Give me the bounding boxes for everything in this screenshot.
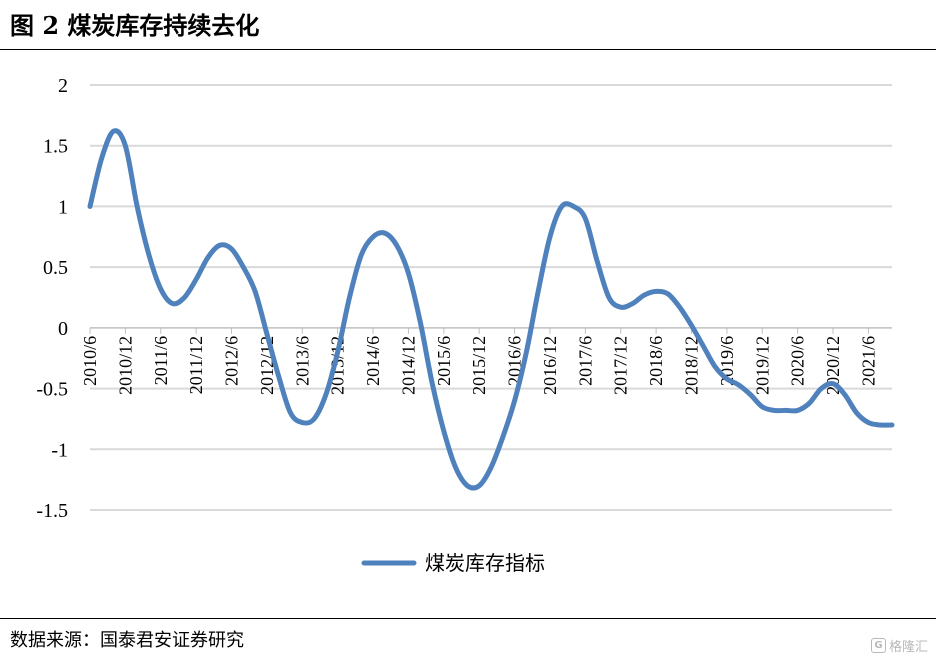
x-tick-label: 2010/6 [80,336,100,386]
y-tick-label: 1 [58,196,68,218]
watermark-logo-icon: G [870,638,886,653]
watermark: G 格隆汇 [870,636,928,655]
x-tick-label: 2020/6 [788,336,808,386]
y-tick-label: -0.5 [36,379,68,401]
x-tick-label: 2020/12 [823,336,843,395]
x-tick-label: 2019/12 [752,336,772,395]
x-tick-label: 2015/6 [434,336,454,386]
legend: 煤炭库存指标 [361,551,545,575]
x-tick-label: 2021/6 [858,336,878,386]
x-tick-label: 2014/12 [398,336,418,395]
x-tick-label: 2011/12 [186,336,206,394]
y-tick-label: -1.5 [36,500,68,522]
x-tick-label: 2017/12 [611,336,631,395]
bottom-rule [0,618,936,619]
y-tick-label: 0.5 [43,257,68,279]
x-tick-label: 2010/12 [115,336,135,395]
y-tick-label: 0 [58,318,68,340]
figure-title: 图 2 煤炭库存持续去化 [10,11,260,40]
x-tick-label: 2018/12 [682,336,702,395]
x-axis-ticks: 2010/6 2010/12 2011/6 2011/12 2012/6 2012/12 2… [80,327,878,395]
line-chart: 2 1.5 1 0.5 0 -0.5 -1 -1.5 2010/6 2010/12 2011/6 2… [36,75,895,575]
series-layer [87,128,895,491]
series-line-coal-inventory [87,128,895,491]
legend-label: 煤炭库存指标 [425,551,545,575]
y-axis-ticks: 2 1.5 1 0.5 0 -0.5 -1 -1.5 [36,75,68,522]
x-tick-label: 2012/6 [222,336,242,386]
x-tick-label: 2014/6 [363,336,383,386]
x-tick-label: 2016/12 [540,336,560,395]
y-tick-label: 2 [58,75,68,97]
y-tick-label: 1.5 [43,136,68,158]
top-rule [0,49,936,50]
x-tick-label: 2017/6 [575,336,595,386]
x-tick-label: 2011/6 [151,336,171,385]
y-tick-label: -1 [51,439,68,461]
x-tick-label: 2015/12 [469,336,489,395]
watermark-text: 格隆汇 [888,640,928,655]
grid-lines [90,84,892,511]
x-tick-label: 2013/6 [292,336,312,386]
source-note: 数据来源：国泰君安证券研究 [10,630,244,651]
x-tick-label: 2018/6 [646,336,666,386]
